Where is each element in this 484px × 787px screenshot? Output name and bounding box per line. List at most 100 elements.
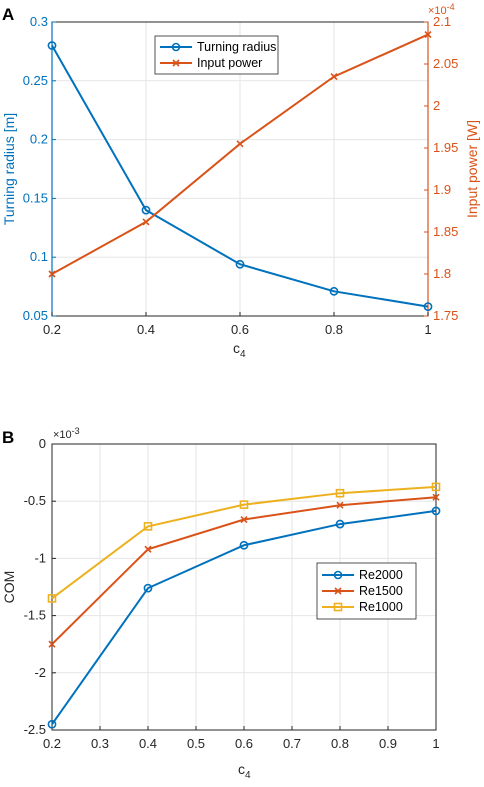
panel-b-x-label-sub: 4 xyxy=(245,770,251,781)
panel-a-right-axis-label: Input power [W] xyxy=(464,120,480,218)
panel-b-ytick-label--2.5: -2.5 xyxy=(24,722,46,737)
panel-a-multiplier-base: ×10 xyxy=(428,5,447,17)
panel-b-xtick-label-0.8: 0.8 xyxy=(331,736,349,751)
point-re2000-4 xyxy=(431,506,441,516)
point-input-power-3 xyxy=(330,73,338,81)
legend-label-re1500: Re1500 xyxy=(359,584,403,598)
panel-b-multiplier: ×10-3 xyxy=(53,426,80,441)
point-input-power-2 xyxy=(236,140,244,148)
legend-marker-re2000 xyxy=(333,570,343,580)
panel-b-xtick-label-0.9: 0.9 xyxy=(379,736,397,751)
panel-a-right-ticks: 1.75 1.8 1.85 1.9 1.95 2 2.05 2.1 xyxy=(424,14,458,323)
series-line-re1000 xyxy=(51,485,437,600)
panel-b-series xyxy=(47,482,441,729)
panel-b-legend: Re2000 Re1500 Re1000 xyxy=(316,562,417,620)
panel-b-ytick-label--0.5: -0.5 xyxy=(24,493,46,508)
point-re1000-0 xyxy=(47,594,57,603)
legend-label-turning-radius: Turning radius xyxy=(197,40,276,54)
panel-a-letter: A xyxy=(2,5,14,24)
panel-b-xtick-label-0.3: 0.3 xyxy=(91,736,109,751)
panel-b-letter: B xyxy=(2,428,14,447)
panel-a-ltick-label-0.3: 0.3 xyxy=(30,14,48,29)
panel-a-ltick-label-0.05: 0.05 xyxy=(23,308,48,323)
panel-a-legend-box xyxy=(154,35,279,75)
point-re2000-3 xyxy=(335,519,345,529)
panel-b-xtick-label-0.2: 0.2 xyxy=(43,736,61,751)
panel-a-multiplier-exp: -4 xyxy=(447,2,455,12)
point-re2000-2 xyxy=(239,540,249,550)
panel-b-ytick-label--1: -1 xyxy=(34,550,46,565)
point-input-power-0 xyxy=(48,270,56,278)
panel-a-x-label-main: c xyxy=(233,340,240,356)
point-turning-radius-0 xyxy=(47,41,57,50)
panel-a-x-axis-label: c4 xyxy=(233,340,246,360)
panel-a-rtick-label-1.85: 1.85 xyxy=(433,224,458,239)
legend-marker-turning-radius xyxy=(171,42,181,52)
point-re2000-0 xyxy=(47,719,57,729)
panel-a-legend: Turning radius Input power xyxy=(154,35,279,75)
panel-b-y-ticks: -2.5 -2 -1.5 -1 -0.5 0 xyxy=(24,436,56,737)
point-turning-radius-4 xyxy=(423,302,433,311)
series-line-re2000 xyxy=(51,509,437,725)
panel-a-rtick-label-2: 2 xyxy=(433,98,440,113)
panel-a-xtick-label-1: 1 xyxy=(424,322,431,337)
panel-b-multiplier-base: ×10 xyxy=(53,429,72,441)
panel-b-y-axis-label: COM xyxy=(1,571,17,604)
panel-a-left-ticks: 0.05 0.1 0.15 0.2 0.25 0.3 xyxy=(23,14,56,323)
panel-a-xtick-label-0.6: 0.6 xyxy=(231,322,249,337)
panel-a-xtick-label-0.2: 0.2 xyxy=(43,322,61,337)
panel-a-rtick-label-2.1: 2.1 xyxy=(433,14,451,29)
panel-a-rtick-label-1.75: 1.75 xyxy=(433,308,458,323)
panel-a-left-axis-label: Turning radius [m] xyxy=(1,113,17,225)
point-re1000-2 xyxy=(239,500,249,509)
panel-b-xtick-label-0.7: 0.7 xyxy=(283,736,301,751)
legend-label-re1000: Re1000 xyxy=(359,600,403,614)
panel-a-ltick-label-0.2: 0.2 xyxy=(30,132,48,147)
panel-b-xtick-label-0.5: 0.5 xyxy=(187,736,205,751)
panel-a-xtick-label-0.8: 0.8 xyxy=(325,322,343,337)
point-input-power-1 xyxy=(142,218,150,226)
legend-marker-re1000 xyxy=(333,602,343,612)
point-re1500-3 xyxy=(336,501,344,509)
panel-a-rtick-label-1.8: 1.8 xyxy=(433,266,451,281)
panel-b-xtick-label-0.4: 0.4 xyxy=(139,736,157,751)
point-re1000-1 xyxy=(143,522,153,531)
point-re1500-0 xyxy=(48,640,56,648)
panel-b-ytick-label--2: -2 xyxy=(34,665,46,680)
point-re1500-2 xyxy=(240,515,248,524)
panel-a-ltick-label-0.1: 0.1 xyxy=(30,249,48,264)
panel-a-x-ticks: 0.2 0.4 0.6 0.8 1 xyxy=(43,312,432,337)
panel-a-ltick-label-0.15: 0.15 xyxy=(23,190,48,205)
point-input-power-4 xyxy=(424,31,432,39)
point-turning-radius-1 xyxy=(141,205,151,215)
panel-b-xtick-label-1: 1 xyxy=(432,736,439,751)
panel-a-rtick-label-1.9: 1.9 xyxy=(433,182,451,197)
legend-marker-input-power xyxy=(172,59,180,67)
panel-a-ltick-label-0.25: 0.25 xyxy=(23,73,48,88)
legend-label-re2000: Re2000 xyxy=(359,568,403,582)
panel-b-x-ticks: 0.2 0.3 0.4 0.5 0.6 0.7 0.8 0.9 1 xyxy=(43,726,440,751)
panel-b: B -2.5-2-1.5-1-0.50 0.2 0.3 0.4 0.5 0.6 0.7 0.… xyxy=(1,426,441,781)
point-re1000-4 xyxy=(431,482,441,492)
panel-b-x-label-main: c xyxy=(238,761,245,777)
panel-a-xtick-label-0.4: 0.4 xyxy=(137,322,155,337)
point-re1500-4 xyxy=(432,493,440,501)
panel-b-x-axis-label: c4 xyxy=(238,761,251,781)
point-re2000-1 xyxy=(143,583,153,593)
series-line-turning-radius xyxy=(51,45,429,308)
panel-a-x-label-sub: 4 xyxy=(240,349,246,360)
panel-b-xtick-label-0.6: 0.6 xyxy=(235,736,253,751)
point-turning-radius-2 xyxy=(235,259,245,269)
panel-b-ytick-label-0: 0 xyxy=(39,436,46,451)
panel-b-ytick-label--1.5: -1.5 xyxy=(24,608,46,623)
point-re1000-3 xyxy=(335,488,345,498)
panel-a-rtick-label-1.95: 1.95 xyxy=(433,140,458,155)
point-re1500-1 xyxy=(144,545,152,553)
legend-marker-re1500 xyxy=(334,587,342,595)
point-turning-radius-3 xyxy=(329,286,339,296)
panel-b-multiplier-exp: -3 xyxy=(72,426,80,436)
legend-label-input-power: Input power xyxy=(197,56,262,70)
panel-a-rtick-label-2.05: 2.05 xyxy=(433,56,458,71)
panel-a-series xyxy=(47,31,433,311)
